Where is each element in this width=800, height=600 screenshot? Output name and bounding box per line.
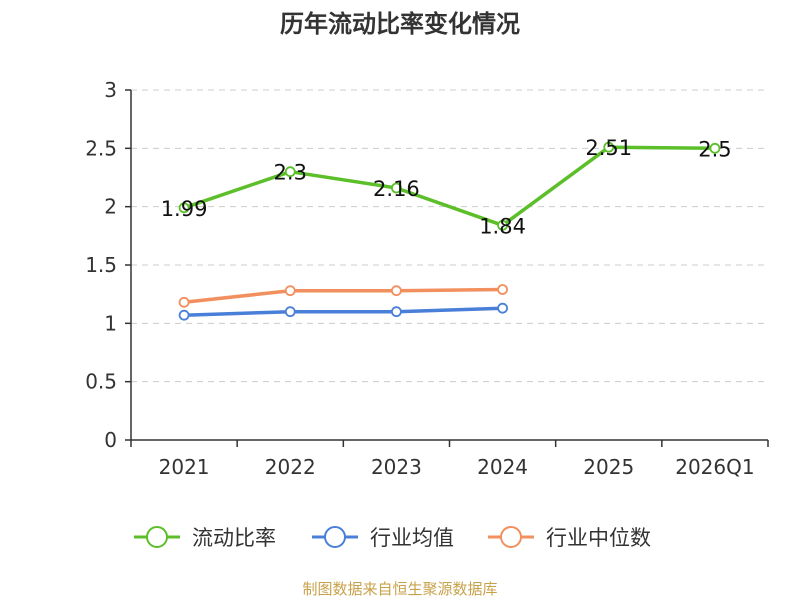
x-tick-label: 2026Q1 [675, 455, 754, 479]
data-label: 2.51 [585, 136, 632, 160]
y-tick-label: 0.5 [85, 370, 117, 394]
data-point [391, 285, 402, 297]
grid [131, 89, 768, 383]
x-tick-label: 2024 [477, 455, 528, 479]
data-label: 2.3 [274, 161, 307, 185]
x-tick-label: 2023 [371, 455, 422, 479]
series-lines [178, 141, 721, 321]
y-tick-label: 2 [104, 195, 117, 219]
series-line-2 [183, 287, 503, 305]
x-tick-label: 2022 [265, 455, 316, 479]
legend[interactable]: 流动比率 行业均值 行业中位数 [134, 526, 651, 550]
data-point [284, 285, 296, 297]
data-label: 1.99 [161, 197, 208, 221]
data-label: 2.16 [373, 177, 420, 201]
y-tick-label: 1.5 [85, 253, 117, 277]
y-tick-label: 3 [104, 78, 117, 102]
data-point [178, 309, 190, 321]
x-tick-label: 2021 [159, 455, 210, 479]
series-line-1 [184, 306, 503, 317]
source-note: 制图数据来自恒生聚源数据库 [302, 580, 497, 598]
legend-marker-icon [500, 526, 522, 548]
legend-label: 行业均值 [370, 526, 454, 550]
data-labels: 1.99 2.3 2.16 1.84 2.51 2.5 [161, 136, 732, 238]
data-label: 1.84 [479, 214, 526, 238]
series-line-0 [183, 145, 715, 228]
data-point [497, 219, 508, 231]
data-point [497, 302, 508, 314]
legend-label: 行业中位数 [546, 526, 651, 550]
legend-item-2[interactable]: 行业中位数 [488, 526, 651, 550]
legend-marker-icon [324, 526, 346, 548]
y-tick-label: 2.5 [85, 136, 117, 160]
data-point [709, 142, 721, 154]
data-point [391, 182, 402, 194]
data-label: 2.5 [698, 137, 731, 161]
data-point [391, 306, 402, 318]
y-tick-label: 0 [104, 428, 117, 452]
y-tick-label: 1 [104, 311, 117, 335]
data-point [178, 296, 190, 308]
legend-item-0[interactable]: 流动比率 [134, 526, 276, 550]
data-point [603, 141, 615, 153]
data-point [284, 306, 296, 318]
chart-title: 历年流动比率变化情况 [280, 10, 520, 38]
data-point [497, 284, 508, 295]
legend-item-1[interactable]: 行业均值 [312, 526, 454, 550]
legend-label: 流动比率 [192, 526, 276, 550]
x-tick-label: 2025 [583, 455, 634, 479]
data-point [284, 166, 296, 178]
legend-marker-icon [146, 526, 168, 548]
axes: 0 0.5 1 1.5 2 2.5 3 2021 2022 2023 2024 2025 2026Q1 [85, 78, 769, 479]
data-point [178, 202, 190, 214]
